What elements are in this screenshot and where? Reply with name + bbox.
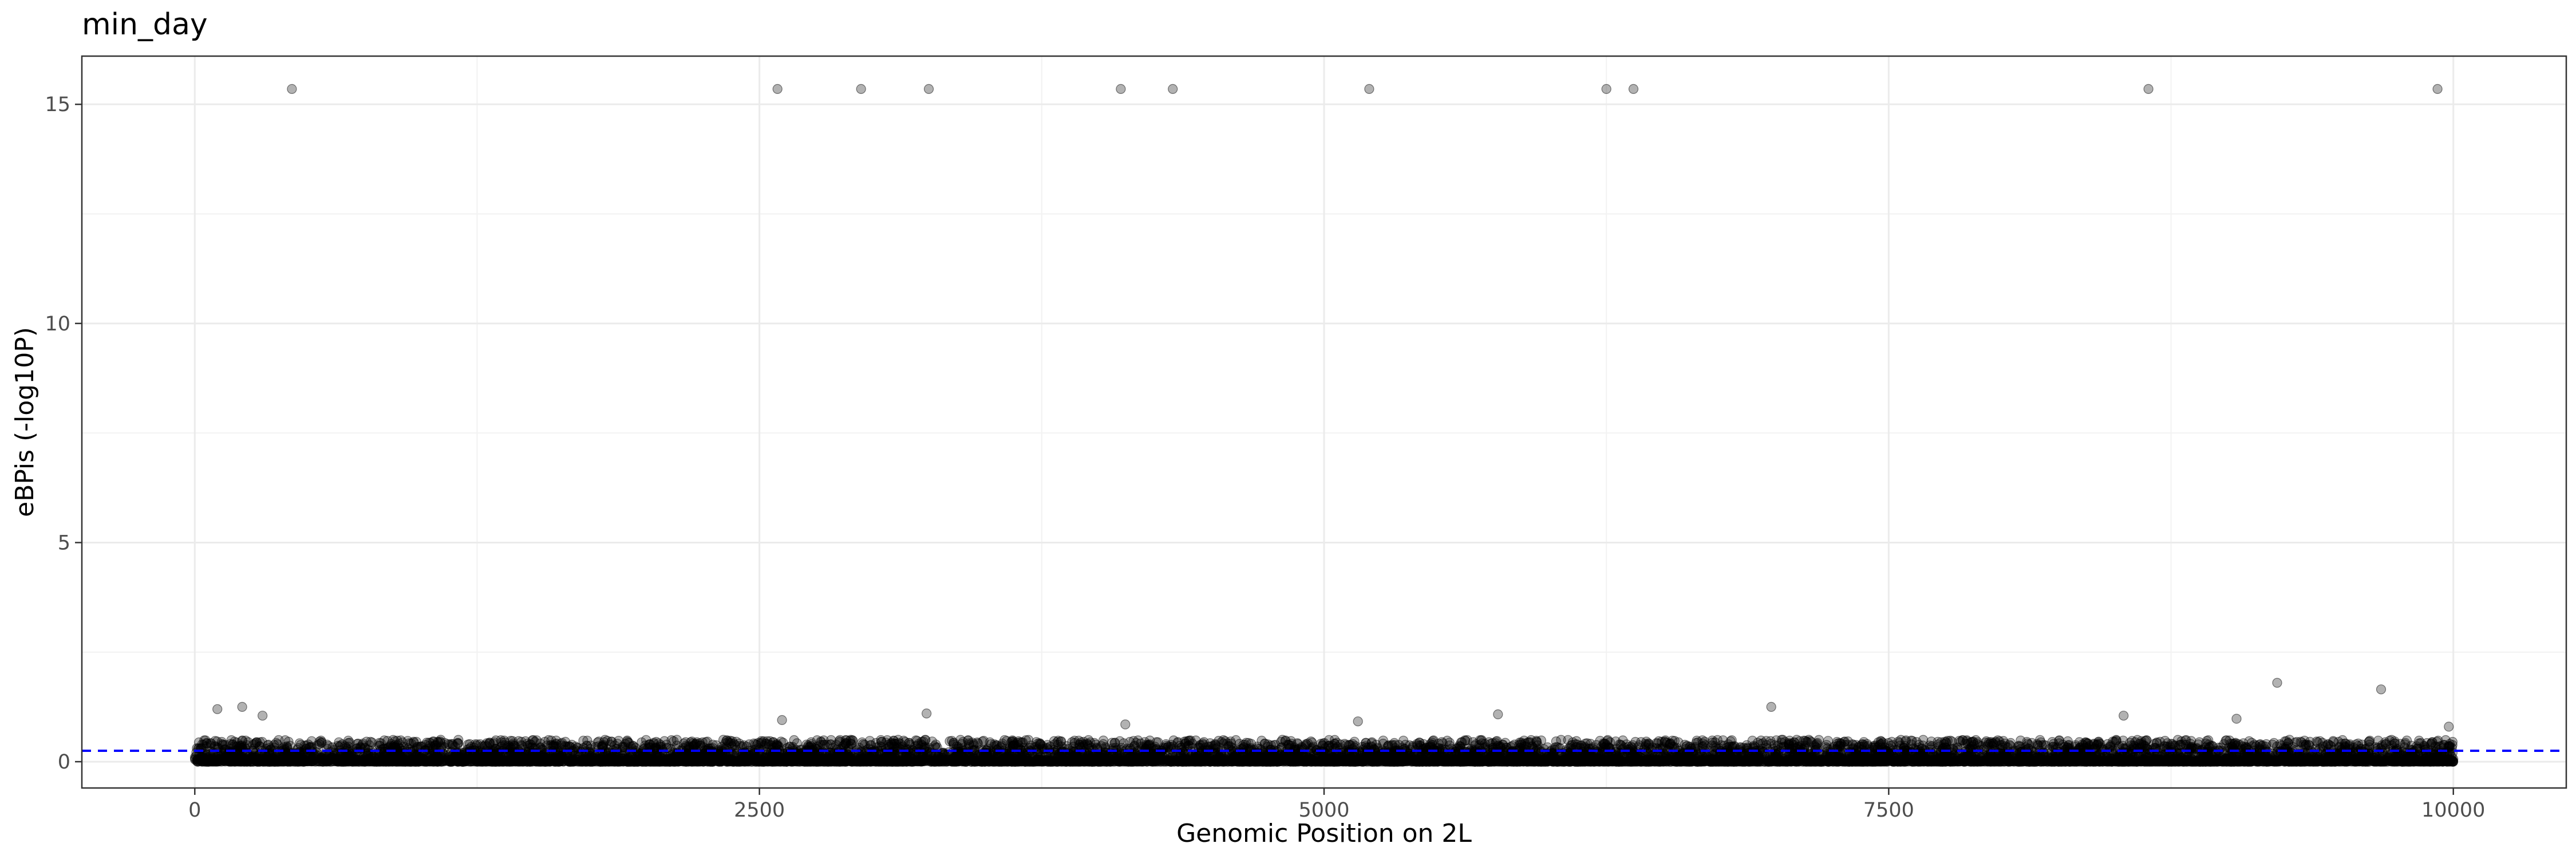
data-points [189,84,2459,767]
major-gridlines [82,56,2566,788]
chart-title: min_day [82,7,208,42]
data-point [2401,735,2412,746]
